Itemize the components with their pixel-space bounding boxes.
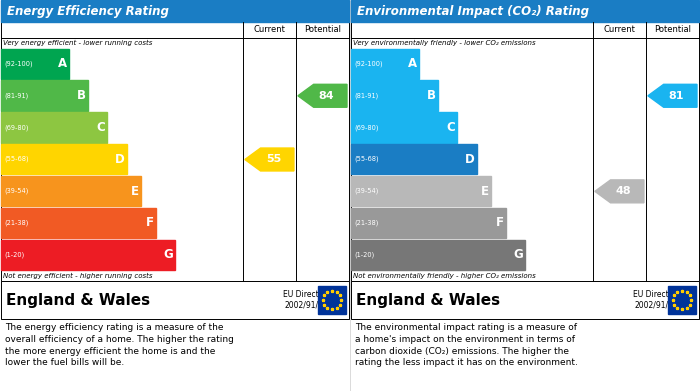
Text: 48: 48 — [615, 187, 631, 196]
Text: E: E — [132, 185, 139, 197]
Bar — [351, 81, 438, 111]
Text: Current: Current — [253, 25, 286, 34]
Text: (21-38): (21-38) — [354, 220, 379, 226]
Bar — [351, 144, 477, 174]
Polygon shape — [595, 180, 644, 203]
Text: 84: 84 — [318, 91, 334, 101]
Text: (92-100): (92-100) — [354, 61, 383, 67]
Bar — [351, 0, 699, 22]
Text: England & Wales: England & Wales — [356, 292, 500, 307]
Bar — [351, 112, 457, 143]
Text: B: B — [77, 89, 86, 102]
Bar — [1, 208, 156, 238]
Text: Current: Current — [603, 25, 636, 34]
Polygon shape — [648, 84, 697, 107]
Text: (1-20): (1-20) — [4, 251, 25, 258]
Text: (69-80): (69-80) — [354, 124, 379, 131]
Text: (55-68): (55-68) — [354, 156, 379, 163]
Bar — [1, 112, 107, 143]
Text: Not energy efficient - higher running costs: Not energy efficient - higher running co… — [3, 273, 153, 279]
Text: (81-91): (81-91) — [4, 92, 28, 99]
Bar — [351, 240, 525, 270]
Text: (92-100): (92-100) — [4, 61, 33, 67]
Bar — [1, 81, 88, 111]
Text: (21-38): (21-38) — [4, 220, 29, 226]
Text: F: F — [496, 217, 504, 230]
Text: The environmental impact rating is a measure of
a home's impact on the environme: The environmental impact rating is a mea… — [355, 323, 578, 368]
Text: (69-80): (69-80) — [4, 124, 29, 131]
Text: C: C — [447, 121, 456, 134]
Text: B: B — [427, 89, 436, 102]
Text: 81: 81 — [668, 91, 684, 101]
Text: E: E — [482, 185, 489, 197]
Bar — [1, 0, 349, 22]
Text: (81-91): (81-91) — [354, 92, 378, 99]
Bar — [1, 240, 175, 270]
Text: Very environmentally friendly - lower CO₂ emissions: Very environmentally friendly - lower CO… — [353, 40, 536, 46]
Text: EU Directive
2002/91/EC: EU Directive 2002/91/EC — [284, 290, 330, 310]
Text: 55: 55 — [266, 154, 281, 165]
Text: Potential: Potential — [304, 25, 341, 34]
Polygon shape — [298, 84, 347, 107]
Bar — [668, 286, 696, 314]
Text: EU Directive
2002/91/EC: EU Directive 2002/91/EC — [634, 290, 680, 310]
Bar — [318, 286, 346, 314]
Text: Energy Efficiency Rating: Energy Efficiency Rating — [7, 5, 169, 18]
Text: England & Wales: England & Wales — [6, 292, 150, 307]
Bar — [1, 48, 69, 79]
Text: A: A — [407, 57, 416, 70]
Text: G: G — [513, 248, 523, 261]
Text: Potential: Potential — [654, 25, 691, 34]
Bar — [1, 281, 349, 319]
Bar — [351, 176, 491, 206]
Text: The energy efficiency rating is a measure of the
overall efficiency of a home. T: The energy efficiency rating is a measur… — [5, 323, 234, 368]
Bar — [1, 144, 127, 174]
Bar — [351, 208, 506, 238]
Text: (1-20): (1-20) — [354, 251, 374, 258]
Text: (55-68): (55-68) — [4, 156, 29, 163]
Text: D: D — [115, 153, 125, 166]
Text: Very energy efficient - lower running costs: Very energy efficient - lower running co… — [3, 40, 153, 46]
Text: G: G — [163, 248, 173, 261]
Text: Not environmentally friendly - higher CO₂ emissions: Not environmentally friendly - higher CO… — [353, 273, 536, 279]
Text: (39-54): (39-54) — [4, 188, 29, 194]
Text: D: D — [465, 153, 475, 166]
Text: Environmental Impact (CO₂) Rating: Environmental Impact (CO₂) Rating — [357, 5, 589, 18]
Polygon shape — [245, 148, 294, 171]
Bar — [351, 22, 699, 281]
Bar — [351, 48, 419, 79]
Bar — [351, 281, 699, 319]
Text: (39-54): (39-54) — [354, 188, 379, 194]
Bar — [1, 176, 141, 206]
Bar — [1, 22, 349, 281]
Text: F: F — [146, 217, 154, 230]
Text: A: A — [57, 57, 66, 70]
Text: C: C — [97, 121, 106, 134]
